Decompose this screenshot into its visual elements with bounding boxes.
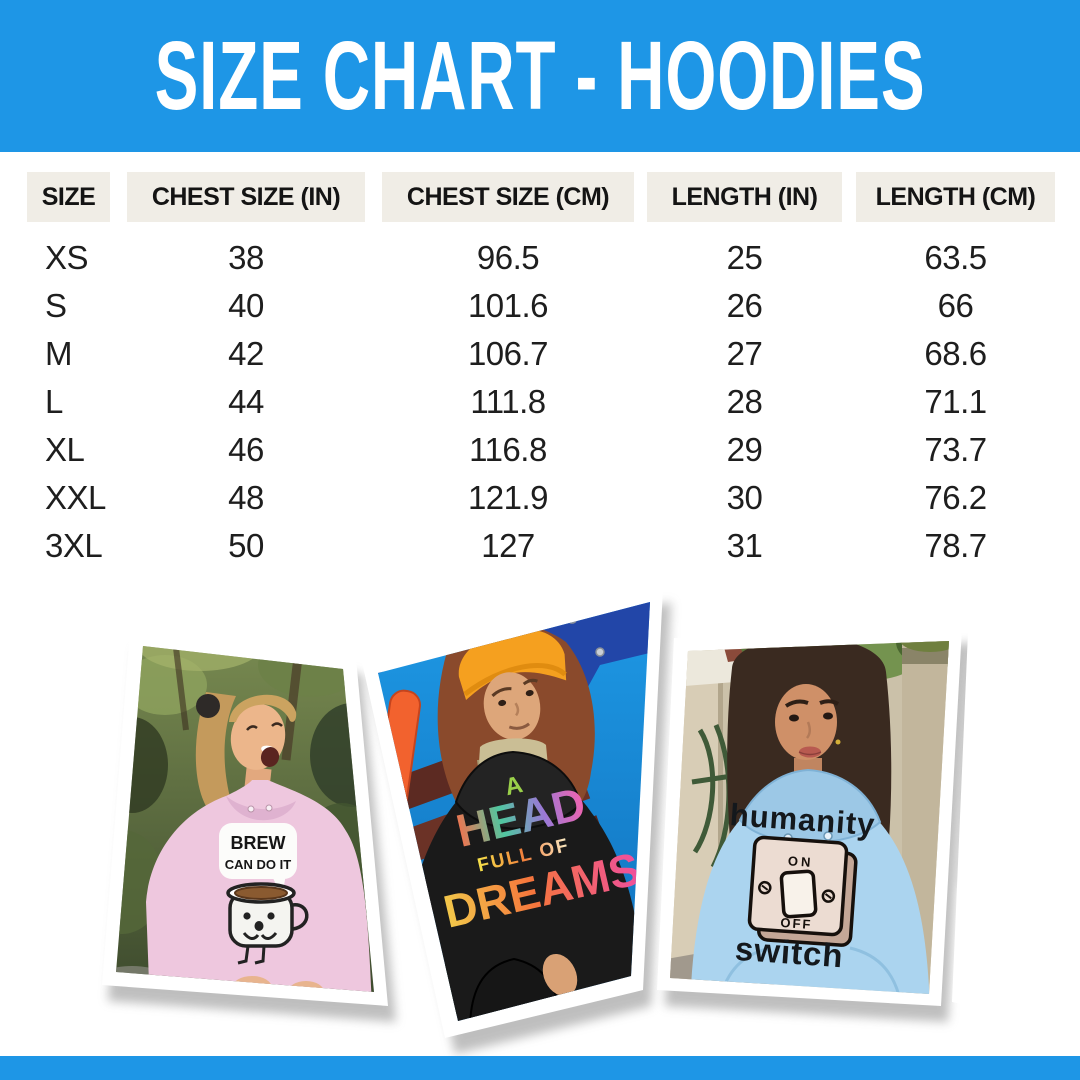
cell-length-in: 30 bbox=[726, 479, 763, 516]
cell-size: XS bbox=[45, 239, 89, 276]
column-header-chest-in: CHEST SIZE (IN) bbox=[127, 172, 365, 222]
cell-chest-in: 46 bbox=[228, 431, 264, 468]
humanity-switch-design: humanity ON OFF switch bbox=[729, 797, 877, 974]
hair bbox=[229, 694, 297, 722]
earring bbox=[835, 739, 841, 745]
photo-scene-right: humanity ON OFF switch bbox=[670, 641, 949, 994]
cell-length-in: 26 bbox=[726, 287, 763, 324]
cell-length-in: 31 bbox=[726, 527, 763, 564]
design-text-off: OFF bbox=[780, 915, 813, 932]
cell-chest-in: 44 bbox=[228, 383, 264, 420]
table-row: 3XL 50 127 31 78.7 bbox=[0, 522, 1080, 570]
table-row: L 44 111.8 28 71.1 bbox=[0, 378, 1080, 426]
cell-length-cm: 76.2 bbox=[924, 479, 987, 516]
cell-length-cm: 66 bbox=[937, 287, 974, 324]
design-text-on: ON bbox=[787, 853, 813, 870]
cell-size: M bbox=[45, 335, 73, 372]
face-features bbox=[491, 678, 538, 730]
beanie bbox=[458, 629, 567, 701]
table-row: M 42 106.7 27 68.6 bbox=[0, 330, 1080, 378]
cell-chest-cm: 96.5 bbox=[476, 239, 540, 276]
design-text-a: A bbox=[502, 771, 525, 801]
design-text-brew: BREW bbox=[231, 833, 286, 853]
cell-chest-cm: 127 bbox=[481, 527, 535, 564]
design-text-can-do-it: CAN DO IT bbox=[225, 857, 292, 872]
cell-chest-in: 50 bbox=[228, 527, 264, 564]
cell-length-cm: 73.7 bbox=[924, 431, 987, 468]
cell-chest-in: 38 bbox=[228, 239, 264, 276]
table-row: S 40 101.6 26 66 bbox=[0, 282, 1080, 330]
footer-bar bbox=[0, 1056, 1080, 1080]
title-banner: SIZE CHART - HOODIES bbox=[0, 0, 1080, 152]
table-row: XL 46 116.8 29 73.7 bbox=[0, 426, 1080, 474]
page-title: SIZE CHART - HOODIES bbox=[154, 21, 926, 130]
ponytail bbox=[195, 692, 236, 812]
brew-design: BREW CAN DO IT bbox=[219, 823, 309, 965]
cell-chest-cm: 106.7 bbox=[467, 335, 549, 372]
coffee-mug-motif bbox=[226, 882, 309, 965]
photo-blue-hoodie: humanity ON OFF switch bbox=[657, 628, 962, 1006]
cell-size: S bbox=[45, 287, 67, 324]
switch-toggle bbox=[779, 869, 818, 919]
hood bbox=[226, 796, 296, 821]
column-header-chest-cm: CHEST SIZE (CM) bbox=[382, 172, 634, 222]
laughing-mouth bbox=[260, 747, 280, 767]
design-text-switch: switch bbox=[734, 930, 845, 974]
table-row: XXL 48 121.9 30 76.2 bbox=[0, 474, 1080, 522]
cell-size: XXL bbox=[45, 479, 106, 516]
hood bbox=[454, 750, 583, 830]
cell-chest-in: 42 bbox=[228, 335, 264, 372]
cell-length-in: 25 bbox=[726, 239, 763, 276]
table-row: XS 38 96.5 25 63.5 bbox=[0, 234, 1080, 282]
cell-length-cm: 63.5 bbox=[924, 239, 987, 276]
cell-size: XL bbox=[45, 431, 85, 468]
cell-size: L bbox=[45, 383, 63, 420]
cell-length-in: 28 bbox=[726, 383, 763, 420]
column-header-length-cm: LENGTH (CM) bbox=[856, 172, 1055, 222]
cell-chest-cm: 116.8 bbox=[469, 431, 547, 468]
column-header-size: SIZE bbox=[27, 172, 110, 222]
cell-length-in: 27 bbox=[726, 335, 763, 372]
cell-chest-cm: 121.9 bbox=[467, 479, 549, 516]
cell-length-cm: 78.7 bbox=[924, 527, 987, 564]
cell-chest-cm: 111.8 bbox=[470, 383, 546, 420]
column-header-length-in: LENGTH (IN) bbox=[647, 172, 842, 222]
cell-length-cm: 71.1 bbox=[924, 383, 987, 420]
cell-chest-cm: 101.6 bbox=[467, 287, 549, 324]
cell-length-cm: 68.6 bbox=[924, 335, 987, 372]
black-hoodie bbox=[398, 764, 646, 1021]
cell-chest-in: 40 bbox=[228, 287, 264, 324]
back-card bbox=[952, 632, 1008, 1010]
cell-chest-in: 48 bbox=[228, 479, 264, 516]
cell-length-in: 29 bbox=[726, 431, 763, 468]
photo-pink-hoodie: BREW CAN DO IT bbox=[102, 632, 388, 1006]
face bbox=[483, 672, 541, 740]
scrunchie bbox=[196, 694, 220, 718]
cell-size: 3XL bbox=[45, 527, 103, 564]
